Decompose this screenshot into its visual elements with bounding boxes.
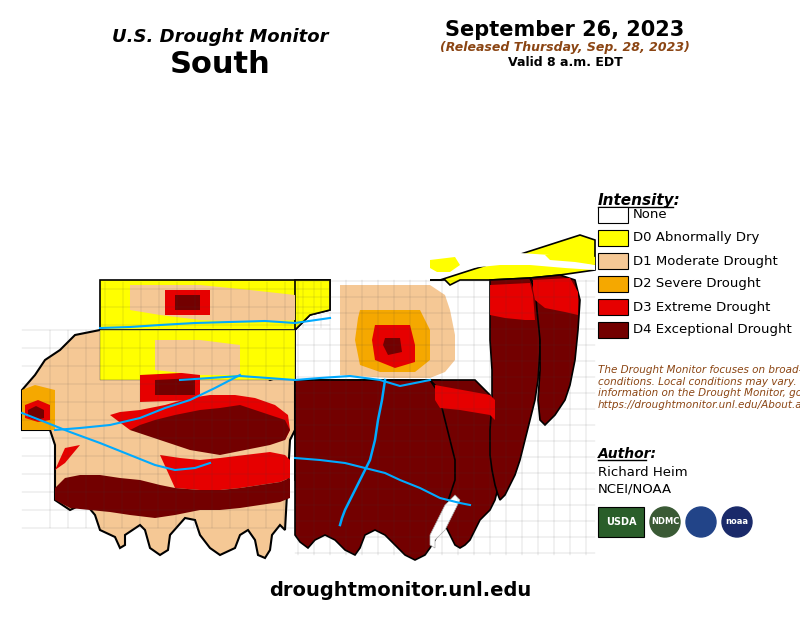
Polygon shape (355, 310, 430, 372)
Text: USDA: USDA (606, 517, 636, 527)
Polygon shape (55, 475, 290, 518)
Text: Intensity:: Intensity: (598, 193, 681, 208)
Polygon shape (100, 330, 295, 380)
Text: D1 Moderate Drought: D1 Moderate Drought (633, 255, 778, 268)
Polygon shape (430, 235, 595, 285)
Text: Richard Heim: Richard Heim (598, 466, 688, 479)
Bar (598, 230, 628, 246)
Text: D2 Severe Drought: D2 Severe Drought (633, 277, 761, 290)
Polygon shape (435, 385, 495, 420)
Bar (598, 507, 644, 537)
Circle shape (722, 507, 752, 537)
Bar (598, 276, 628, 292)
Polygon shape (545, 253, 595, 265)
Polygon shape (110, 395, 290, 440)
Polygon shape (295, 280, 460, 480)
Text: NDMC: NDMC (651, 517, 679, 527)
Polygon shape (22, 330, 295, 558)
Polygon shape (430, 380, 500, 548)
Text: D3 Extreme Drought: D3 Extreme Drought (633, 300, 770, 313)
Text: NCEI/NOAA: NCEI/NOAA (598, 482, 672, 495)
Polygon shape (25, 400, 50, 422)
Polygon shape (155, 378, 195, 395)
Polygon shape (490, 278, 540, 500)
Polygon shape (28, 406, 44, 420)
Polygon shape (140, 372, 200, 402)
Polygon shape (22, 385, 55, 430)
Text: September 26, 2023: September 26, 2023 (446, 20, 685, 40)
Polygon shape (533, 278, 578, 315)
Polygon shape (430, 495, 460, 548)
Polygon shape (55, 445, 290, 490)
Polygon shape (383, 338, 402, 355)
Text: Author:: Author: (598, 447, 657, 461)
Polygon shape (490, 283, 535, 320)
Circle shape (650, 507, 680, 537)
Text: D4 Exceptional Drought: D4 Exceptional Drought (633, 323, 792, 336)
Bar (598, 207, 628, 223)
Polygon shape (340, 285, 455, 378)
Text: U.S. Drought Monitor: U.S. Drought Monitor (112, 28, 328, 46)
Bar (598, 299, 628, 315)
Text: South: South (170, 50, 270, 79)
Polygon shape (130, 285, 295, 322)
Circle shape (686, 507, 716, 537)
Text: D0 Abnormally Dry: D0 Abnormally Dry (633, 232, 759, 245)
Text: None: None (633, 208, 668, 221)
Bar (598, 322, 628, 338)
Text: droughtmonitor.unl.edu: droughtmonitor.unl.edu (269, 581, 531, 600)
Polygon shape (175, 295, 200, 310)
Text: (Released Thursday, Sep. 28, 2023): (Released Thursday, Sep. 28, 2023) (440, 41, 690, 54)
Polygon shape (100, 280, 330, 330)
Text: noaa: noaa (726, 517, 749, 527)
Bar (598, 253, 628, 269)
Polygon shape (430, 253, 595, 275)
Text: Valid 8 a.m. EDT: Valid 8 a.m. EDT (508, 56, 622, 69)
Polygon shape (430, 257, 460, 272)
Polygon shape (165, 290, 210, 315)
Polygon shape (372, 325, 415, 368)
Polygon shape (295, 380, 470, 560)
Polygon shape (155, 340, 240, 375)
Polygon shape (530, 275, 580, 425)
Polygon shape (130, 405, 290, 455)
Text: The Drought Monitor focuses on broad-scale
conditions. Local conditions may vary: The Drought Monitor focuses on broad-sca… (598, 365, 800, 410)
